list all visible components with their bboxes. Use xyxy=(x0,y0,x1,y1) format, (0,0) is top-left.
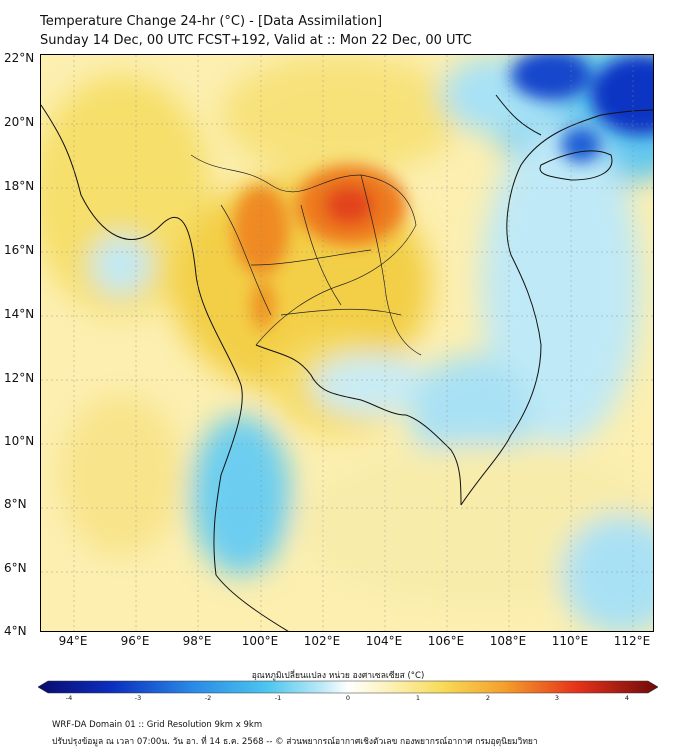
x-tick-label: 102°E xyxy=(303,634,341,648)
x-tick-label: 110°E xyxy=(551,634,589,648)
x-tick-label: 106°E xyxy=(427,634,465,648)
colorbar-ramp xyxy=(38,680,658,694)
hot-spots xyxy=(233,55,653,330)
x-tick-label: 104°E xyxy=(365,634,403,648)
title-line-2: Sunday 14 Dec, 00 UTC FCST+192, Valid at… xyxy=(40,33,472,48)
y-tick-label: 16°N xyxy=(4,243,35,257)
y-tick-label: 14°N xyxy=(4,307,35,321)
colorbar-tick: -4 xyxy=(65,694,73,702)
colorbar xyxy=(38,680,658,694)
chart-title: Temperature Change 24-hr (°C) - [Data As… xyxy=(40,12,472,50)
x-tick-label: 94°E xyxy=(58,634,88,648)
x-tick-label: 108°E xyxy=(489,634,527,648)
title-line-1: Temperature Change 24-hr (°C) - [Data As… xyxy=(40,14,383,29)
colorbar-title: อุณหภูมิเปลี่ยนแปลง หน่วย องศาเซลเซียส (… xyxy=(251,671,425,681)
colorbar-tick: 3 xyxy=(554,694,560,702)
colorbar-tick: 2 xyxy=(485,694,491,702)
colorbar-tick: -3 xyxy=(134,694,142,702)
footer-model-info: WRF-DA Domain 01 :: Grid Resolution 9km … xyxy=(52,720,263,730)
x-tick-label: 100°E xyxy=(241,634,279,648)
x-tick-label: 98°E xyxy=(182,634,212,648)
x-tick-label: 112°E xyxy=(613,634,651,648)
colorbar-tick: 0 xyxy=(345,694,351,702)
temperature-change-map[interactable] xyxy=(40,54,654,632)
y-tick-label: 4°N xyxy=(4,624,27,638)
y-tick-label: 18°N xyxy=(4,179,35,193)
coastlines xyxy=(41,94,653,631)
y-tick-label: 8°N xyxy=(4,497,27,511)
colorbar-tick: -2 xyxy=(204,694,212,702)
colorbar-tick: 1 xyxy=(415,694,421,702)
footer-credit: ปรับปรุงข้อมูล ณ เวลา 07:00น. วัน อา. ที… xyxy=(52,737,538,747)
admin-borders xyxy=(190,154,422,356)
y-tick-label: 10°N xyxy=(4,434,35,448)
graticule xyxy=(41,55,653,631)
y-tick-label: 12°N xyxy=(4,371,35,385)
colorbar-tick: -1 xyxy=(274,694,282,702)
map-canvas xyxy=(41,55,653,631)
y-tick-label: 20°N xyxy=(4,115,35,129)
colorbar-tick: 4 xyxy=(624,694,630,702)
y-tick-label: 6°N xyxy=(4,561,27,575)
y-tick-label: 22°N xyxy=(4,51,35,65)
x-tick-label: 96°E xyxy=(120,634,150,648)
